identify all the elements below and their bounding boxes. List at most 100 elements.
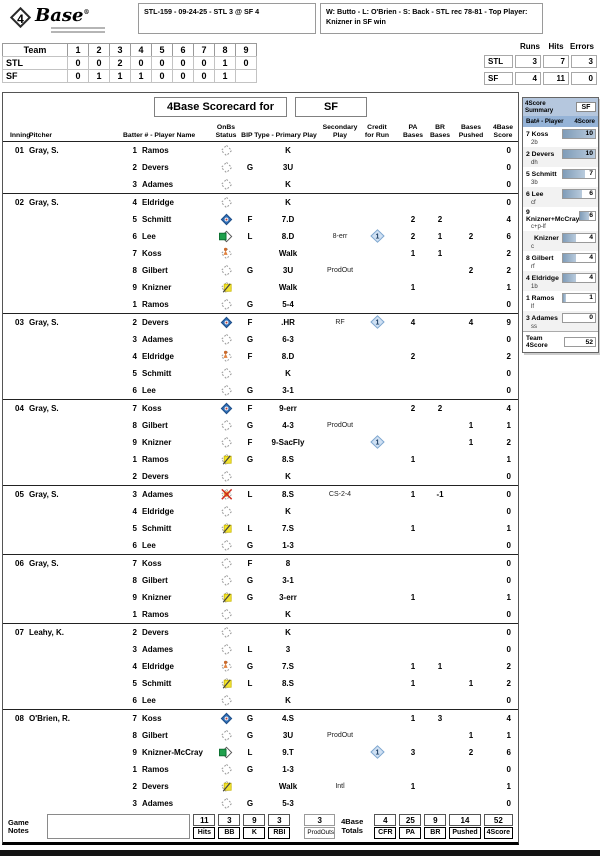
primary-play: K [285, 507, 291, 517]
primary-play: K [285, 472, 291, 482]
batter-row: 4 Eldridge K 0 [3, 503, 518, 520]
inning-section: 08 O'Brien, R. 7 Koss G 4.S 1 3 4 8 Gilbert G 3U Prod… [3, 709, 518, 812]
batter-number: 4 [132, 507, 137, 517]
linescore-inning-header: 7 [193, 43, 215, 57]
rhe-body: STL 3 7 3 SF 4 11 0 [484, 55, 597, 85]
tagline-line [51, 27, 106, 29]
svg-text:1: 1 [375, 439, 379, 446]
onbs-on-first-icon [211, 590, 241, 605]
four-base-score: 0 [506, 645, 511, 655]
summary-entry-row: Knizner 4 [526, 233, 596, 243]
player-name: Koss [142, 404, 162, 414]
game-notes-label: Game Notes [8, 817, 29, 835]
credit-run-icon: 1 [363, 228, 391, 245]
onbs-out-icon [211, 607, 241, 622]
linescore-inning-value: 0 [172, 69, 194, 83]
onbs-on-second-icon [211, 349, 241, 364]
line-score-table: Team 1 2 3 4 5 6 7 8 9 STL 0 0 2 0 0 0 0 1 0 SF 0 1 1 1 0 0 0 1 [2, 43, 257, 83]
player-name: Ramos [142, 455, 169, 465]
batter-number: 1 [132, 765, 137, 775]
fourscore-summary-panel: 4Score Summary SF Bat# - Player 4Score 7… [522, 97, 599, 353]
col-header-br: BR Bases [429, 124, 451, 139]
inning-number: 08 [15, 714, 24, 724]
player-name: Ramos [142, 765, 169, 775]
br-bases: 1 [437, 249, 443, 259]
batter-number: 5 [132, 524, 137, 534]
rhe-value: 3 [515, 55, 541, 68]
registered-mark: ® [83, 9, 90, 16]
batter-row: 2 Devers G 3U 0 [3, 159, 518, 176]
col-header-pushed: Bases Pushed [458, 124, 484, 139]
summary-col-player: Bat# - Player [526, 118, 564, 125]
bip-type: L [247, 524, 253, 534]
summary-score: 6 [589, 190, 593, 197]
inning-section: 01 Gray, S. 1 Ramos K 0 2 Devers G 3U 0 3 Adames K 0 [3, 142, 518, 193]
player-name: Devers [142, 782, 169, 792]
batter-row: 4 Eldridge F 8.D 2 2 [3, 348, 518, 365]
player-name: Knizner [142, 438, 172, 448]
logo-tagline [51, 25, 106, 33]
total-box: 3 BB [218, 814, 241, 839]
batter-number: 9 [132, 438, 137, 448]
score-bar-fill [563, 150, 595, 158]
game-notes-input[interactable] [47, 814, 191, 839]
linescore-inning-value: 0 [151, 56, 173, 70]
linescore-inning-value: 0 [151, 69, 173, 83]
summary-score: 4 [589, 254, 593, 261]
onbs-out-icon [211, 195, 241, 210]
batter-row: 5 Schmitt K 0 [3, 365, 518, 382]
four-base-score: 2 [506, 438, 511, 448]
batter-number: 9 [132, 283, 137, 293]
col-header-batter: Batter # - Player Name [123, 131, 196, 139]
batter-number: 2 [132, 163, 137, 173]
batter-number: 3 [132, 335, 137, 345]
primary-play: 3U [282, 731, 294, 741]
summary-entry: Knizner 4 c [523, 231, 598, 251]
onbs-out-icon [211, 556, 241, 571]
bip-type: G [246, 662, 254, 672]
batter-row: 3 Adames L 3 0 [3, 641, 518, 658]
linescore-body: STL 0 0 2 0 0 0 0 1 0 SF 0 1 1 1 0 0 0 1 [2, 56, 257, 83]
pa-bases: 2 [410, 215, 416, 225]
linescore-inning-header: 8 [214, 43, 236, 57]
summary-score: 4 [589, 274, 593, 281]
primary-play: 8 [285, 559, 291, 569]
svg-text:1: 1 [375, 319, 379, 326]
onbs-on-second-icon [211, 659, 241, 674]
bip-type: G [246, 799, 254, 809]
onbs-out-icon [211, 366, 241, 381]
bip-type: F [247, 559, 253, 569]
summary-score: 7 [589, 170, 593, 177]
bip-type: G [246, 421, 254, 431]
linescore-team-header: Team [2, 43, 68, 57]
player-name: Schmitt [142, 524, 172, 534]
inning-section: 02 Gray, S. 4 Eldridge K 0 5 Schmitt F 7.D 2 2 4 6 Lee… [3, 193, 518, 313]
primary-play: 8.S [281, 455, 294, 465]
logo-four: 4 [17, 12, 24, 26]
four-base-score: 0 [506, 180, 511, 190]
total-box: 11 Hits [193, 814, 216, 839]
summary-entry: 8 Gilbert 4 rf [523, 251, 598, 271]
player-name: Koss [142, 714, 162, 724]
summary-player: 9 Knizner+McCray [526, 209, 580, 223]
onbs-on-first-icon [211, 280, 241, 295]
secondary-play: ProdOut [326, 732, 354, 740]
pa-bases: 3 [410, 748, 416, 758]
tagline-line [51, 31, 106, 33]
primary-play: 7.D [281, 215, 295, 225]
batter-row: 1 Ramos G 8.S 1 1 [3, 451, 518, 468]
linescore-inning-header: 6 [172, 43, 194, 57]
batter-row: 8 Gilbert G 3-1 0 [3, 572, 518, 589]
batter-number: 3 [132, 180, 137, 190]
batter-row: 1 Ramos G 5-4 0 [3, 296, 518, 313]
summary-entry: 4 Eldridge 4 1b [523, 271, 598, 291]
bases-pushed: 4 [468, 318, 474, 328]
logo-base-text: Base [35, 5, 84, 26]
primary-play: .HR [281, 318, 295, 328]
player-name: Knizner [142, 593, 172, 603]
pitcher-name: Gray, S. [29, 490, 59, 500]
batter-row: 6 Lee K 0 [3, 692, 518, 709]
player-name: Koss [142, 249, 162, 259]
score-bar: 6 [579, 211, 596, 221]
primary-play: 1-3 [282, 541, 294, 551]
